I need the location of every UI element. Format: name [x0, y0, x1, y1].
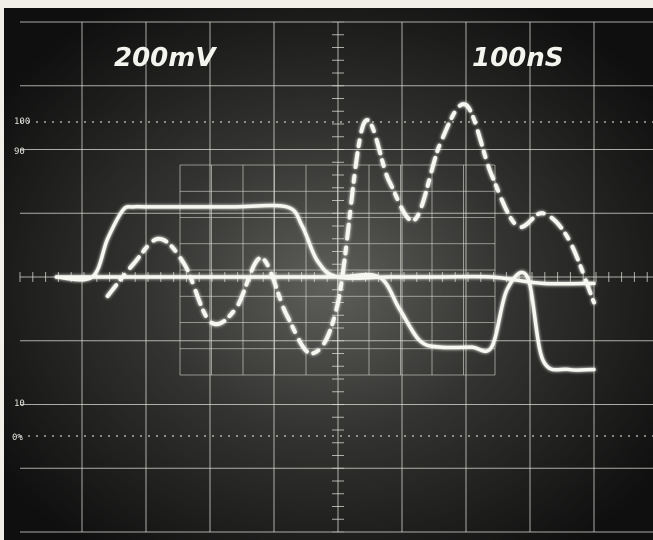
- pct-label-0: 0%: [12, 433, 23, 443]
- pct-label-100: 100: [14, 117, 30, 127]
- volts-per-div-label: 200mV: [114, 43, 217, 73]
- series-3-line: [105, 102, 596, 356]
- pct-label-10: 10: [14, 399, 25, 409]
- series-2-line: [54, 270, 596, 372]
- trace-group: [54, 102, 596, 372]
- pct-label-90: 90: [14, 147, 25, 157]
- time-per-div-label: 100nS: [472, 43, 564, 73]
- graticule-grid: [19, 21, 653, 533]
